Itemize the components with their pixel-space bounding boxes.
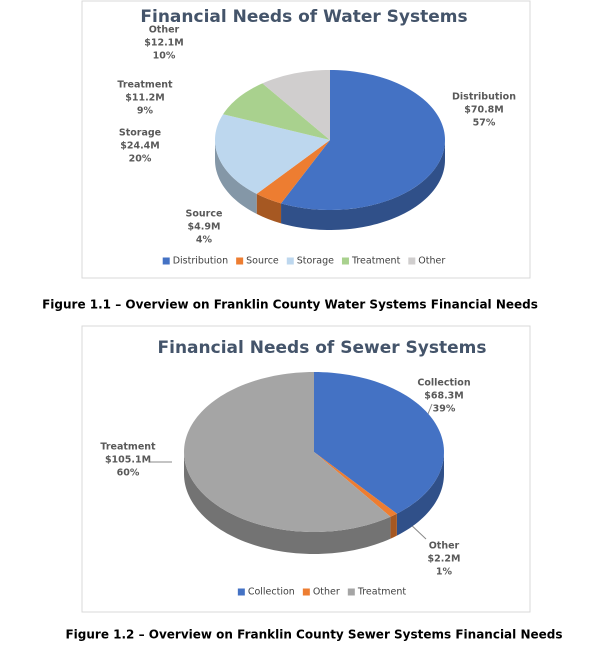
legend-swatch — [408, 257, 416, 265]
figure-caption: Figure 1.1 – Overview on Franklin County… — [42, 298, 538, 312]
data-label-amount: $105.1M — [105, 455, 151, 466]
pie-slice — [314, 452, 397, 517]
data-label-name: Storage — [119, 128, 161, 139]
data-label-amount: $11.2M — [125, 93, 165, 104]
data-label-name: Source — [186, 209, 223, 220]
data-label-name: Treatment — [100, 442, 156, 453]
legend-label: Treatment — [351, 256, 401, 267]
pie-slice — [314, 372, 444, 514]
figure-caption: Figure 1.2 – Overview on Franklin County… — [65, 628, 562, 642]
legend-label: Treatment — [357, 587, 407, 598]
data-label-percent: 9% — [137, 106, 154, 117]
legend-swatch — [236, 257, 244, 265]
pie-slice-side — [396, 452, 444, 536]
data-label-name: Other — [429, 541, 460, 552]
legend-label: Storage — [297, 256, 334, 267]
data-label-name: Other — [149, 25, 180, 36]
chart-title: Financial Needs of Water Systems — [140, 7, 467, 27]
legend-swatch — [162, 257, 170, 265]
pie-slice — [215, 114, 330, 194]
data-label-amount: $4.9M — [188, 222, 221, 233]
data-label-amount: $12.1M — [144, 38, 184, 49]
data-label-name: Treatment — [117, 80, 173, 91]
legend-swatch — [341, 257, 349, 265]
data-label-percent: 60% — [117, 468, 140, 479]
legend-swatch — [302, 588, 310, 596]
data-label-amount: $68.3M — [424, 391, 464, 402]
pie-slice-side — [215, 140, 257, 214]
legend-swatch — [237, 588, 245, 596]
data-label-percent: 10% — [153, 51, 176, 62]
data-label-name: Distribution — [452, 92, 516, 103]
pie-slice — [281, 70, 445, 210]
legend-label: Distribution — [173, 256, 228, 267]
pie-slice — [184, 372, 391, 532]
pie-slice-side — [281, 140, 445, 230]
legend-label: Source — [246, 256, 279, 267]
legend-swatch — [347, 588, 355, 596]
data-label-percent: 4% — [196, 235, 213, 246]
data-label-percent: 39% — [433, 404, 456, 415]
pie-slice-side — [256, 193, 282, 224]
data-label-amount: $2.2M — [428, 554, 461, 565]
data-label-percent: 57% — [473, 118, 496, 129]
data-label-percent: 1% — [436, 567, 453, 578]
data-label-amount: $70.8M — [464, 105, 504, 116]
data-label-amount: $24.4M — [120, 141, 160, 152]
legend-label: Collection — [248, 587, 295, 598]
legend-swatch — [286, 257, 294, 265]
data-label-percent: 20% — [129, 154, 152, 165]
pie-slice-side — [390, 513, 397, 539]
pie-slice — [256, 140, 330, 204]
legend-label: Other — [418, 256, 445, 267]
legend-label: Other — [313, 587, 340, 598]
pie-slice-side — [184, 452, 391, 554]
data-label-name: Collection — [417, 378, 470, 389]
chart-title: Financial Needs of Sewer Systems — [158, 338, 487, 358]
pie-slice — [262, 70, 330, 140]
pie-slice — [223, 83, 330, 140]
